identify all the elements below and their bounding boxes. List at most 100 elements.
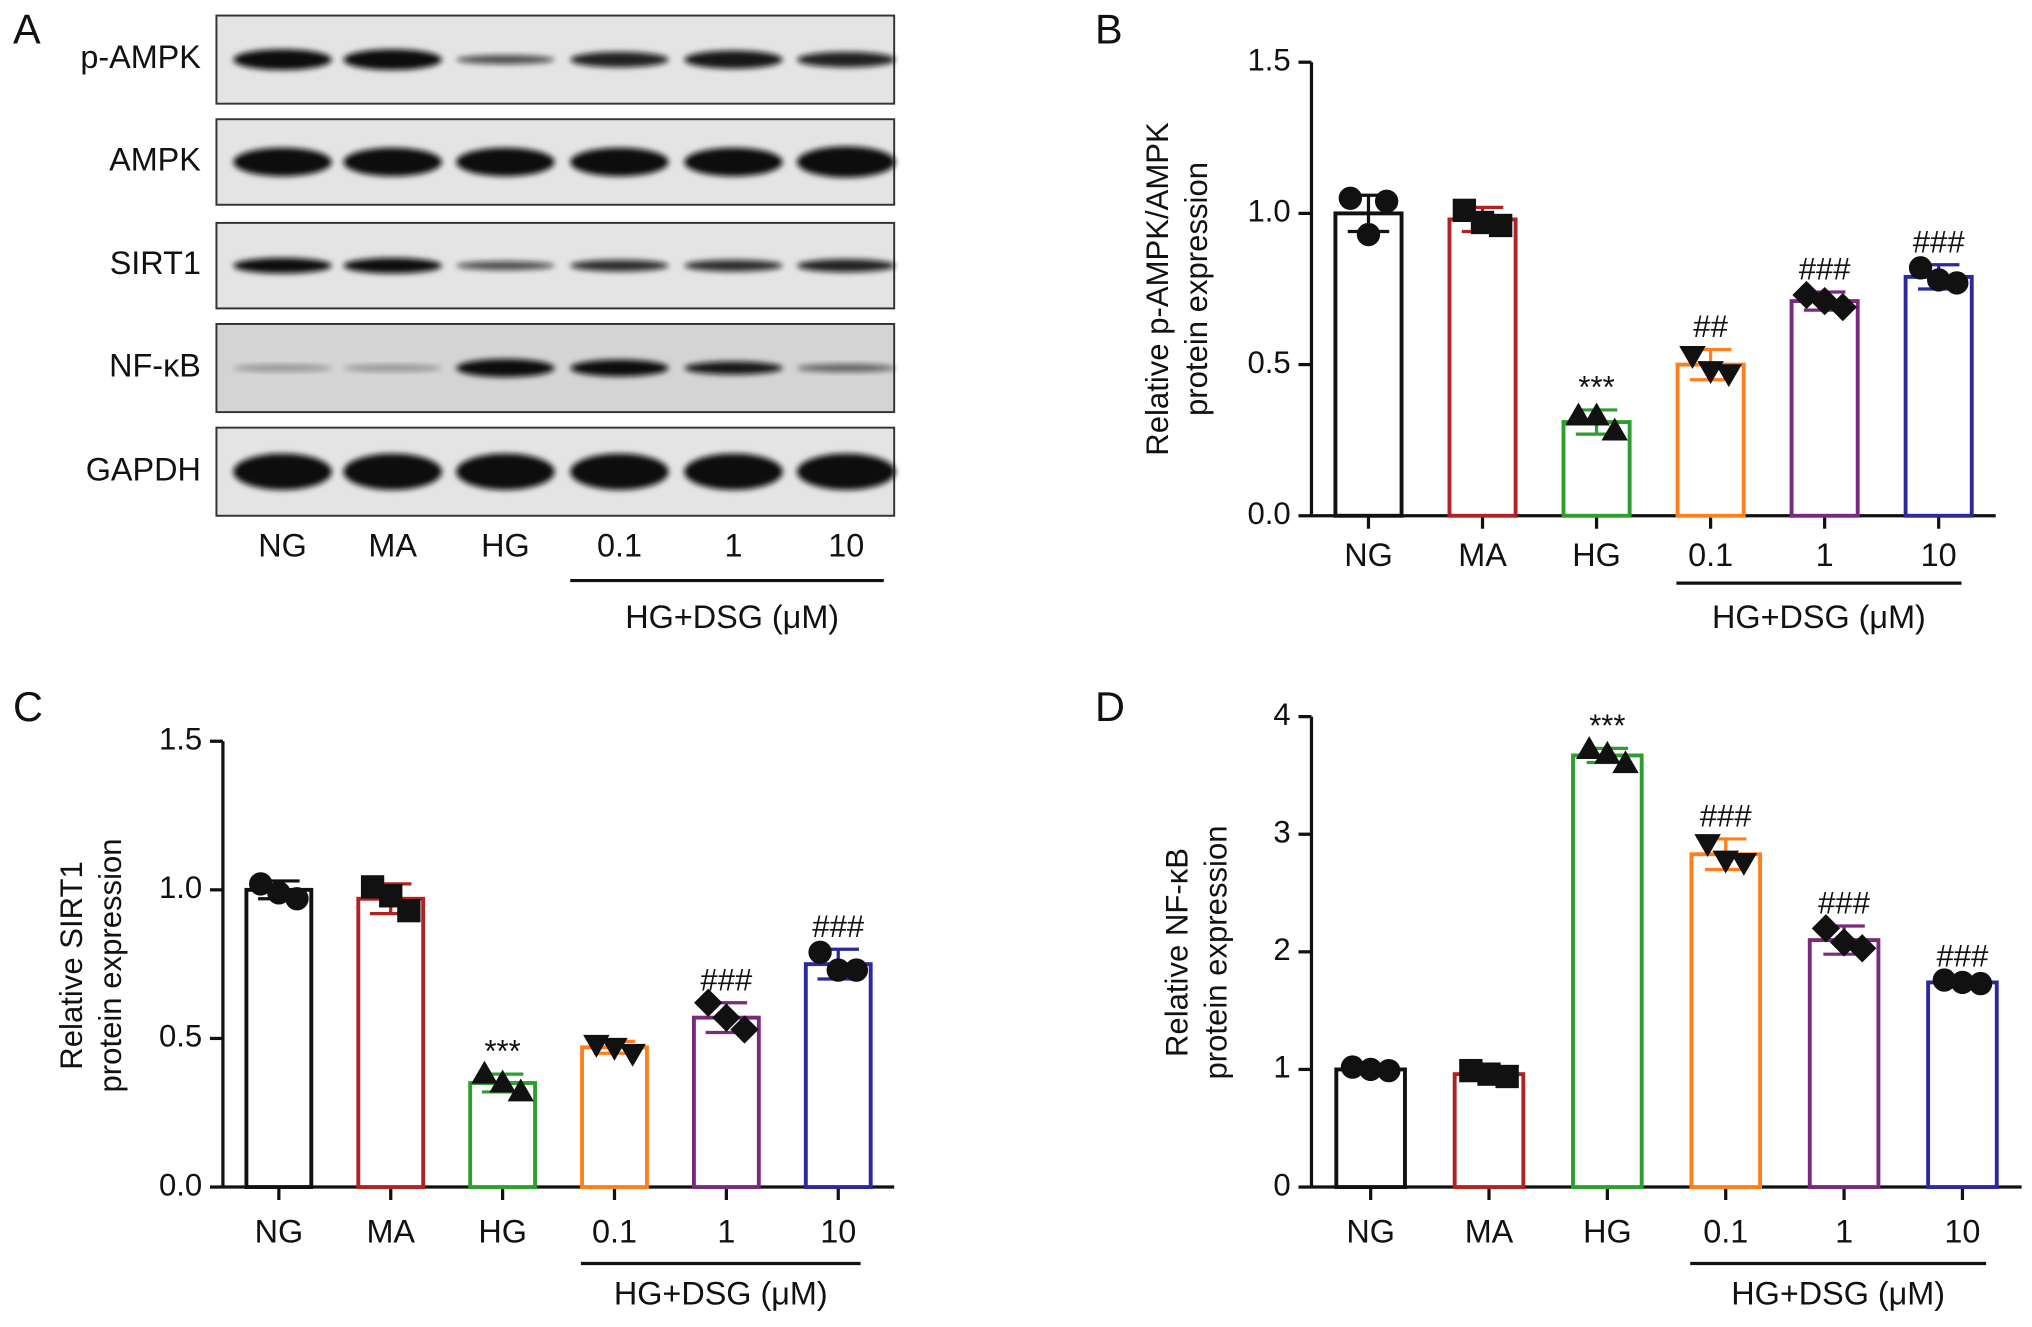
significance-label: *** bbox=[1578, 369, 1614, 404]
y-tick-label: 1.0 bbox=[1247, 194, 1290, 229]
bar bbox=[1675, 362, 1746, 518]
data-point bbox=[397, 898, 421, 923]
panel-label: A bbox=[13, 5, 41, 52]
data-point bbox=[1575, 736, 1603, 760]
data-point bbox=[1697, 361, 1724, 385]
blot-band bbox=[343, 147, 442, 177]
blot-band bbox=[343, 453, 442, 490]
x-tick-label: 10 bbox=[820, 1213, 856, 1249]
bar bbox=[691, 1015, 761, 1189]
y-tick-label: 1.0 bbox=[159, 870, 202, 905]
lane-label: NG bbox=[258, 528, 307, 564]
data-point bbox=[844, 958, 869, 982]
data-point bbox=[1583, 402, 1610, 426]
group-label: HG+DSG (μM) bbox=[1712, 599, 1926, 635]
x-tick-label: NG bbox=[255, 1213, 304, 1249]
y-axis-label: Relative p-AMPK/AMPK bbox=[1140, 122, 1175, 456]
data-point bbox=[1694, 834, 1721, 858]
significance-label: ### bbox=[1936, 938, 1989, 973]
blot-band bbox=[684, 453, 783, 490]
data-point bbox=[1495, 1064, 1519, 1089]
y-tick-label: 0.0 bbox=[1247, 496, 1290, 531]
blot-band bbox=[233, 364, 332, 372]
y-tick-label: 4 bbox=[1273, 697, 1290, 732]
panel-label: D bbox=[1095, 683, 1125, 730]
data-point bbox=[1715, 364, 1742, 388]
data-point bbox=[730, 1015, 759, 1044]
blot-band bbox=[684, 259, 783, 272]
blot-band bbox=[343, 257, 442, 274]
bar bbox=[1689, 852, 1762, 1189]
y-axis-label: protein expression bbox=[1179, 162, 1214, 416]
y-tick-label: 0 bbox=[1273, 1167, 1290, 1202]
blot-band bbox=[796, 364, 896, 372]
blot-band bbox=[233, 49, 332, 70]
data-point bbox=[471, 1060, 498, 1084]
y-tick-label: 1 bbox=[1273, 1050, 1290, 1085]
x-tick-label: MA bbox=[1458, 537, 1507, 573]
blot-band bbox=[456, 358, 555, 378]
data-point bbox=[1712, 850, 1739, 874]
bar bbox=[1571, 753, 1644, 1189]
y-tick-label: 0.0 bbox=[159, 1167, 202, 1202]
data-point bbox=[1679, 346, 1706, 369]
x-tick-label: 1 bbox=[1835, 1213, 1853, 1249]
bar bbox=[1333, 211, 1404, 518]
data-point bbox=[1848, 934, 1877, 963]
data-point bbox=[489, 1069, 516, 1093]
bar bbox=[1807, 938, 1881, 1189]
x-tick-label: 10 bbox=[1921, 537, 1957, 573]
significance-label: ### bbox=[812, 909, 865, 944]
y-tick-label: 3 bbox=[1273, 814, 1290, 849]
panel-label: B bbox=[1095, 5, 1123, 52]
y-tick-label: 1.5 bbox=[159, 721, 202, 756]
data-point bbox=[712, 1003, 741, 1032]
lane-label: MA bbox=[368, 528, 417, 564]
data-point bbox=[583, 1034, 610, 1058]
data-point bbox=[285, 887, 309, 911]
x-tick-label: MA bbox=[366, 1213, 415, 1249]
blot-band bbox=[684, 50, 783, 69]
significance-label: ### bbox=[700, 962, 753, 997]
data-point bbox=[1612, 750, 1639, 774]
blot-band bbox=[456, 147, 555, 177]
blot-band bbox=[796, 453, 896, 490]
significance-label: ## bbox=[1693, 309, 1728, 344]
data-point bbox=[619, 1043, 646, 1067]
bar bbox=[1789, 299, 1860, 518]
lane-label: HG bbox=[481, 528, 530, 564]
y-axis-label: Relative NF-κB bbox=[1160, 848, 1195, 1057]
data-point bbox=[1730, 852, 1758, 876]
y-tick-label: 1.5 bbox=[1247, 42, 1290, 77]
blot-band bbox=[233, 147, 332, 177]
group-label: HG+DSG (μM) bbox=[614, 1275, 828, 1311]
y-axis-label: protein expression bbox=[1198, 825, 1233, 1079]
blot-band bbox=[233, 257, 332, 274]
blot-band bbox=[456, 55, 555, 65]
blot-row-label: NF-κB bbox=[109, 348, 201, 384]
blot-band bbox=[456, 453, 555, 490]
blot-band bbox=[570, 51, 669, 68]
data-point bbox=[1356, 222, 1381, 247]
group-label: HG+DSG (μM) bbox=[1731, 1275, 1945, 1311]
data-point bbox=[507, 1078, 534, 1102]
bar bbox=[580, 1045, 649, 1189]
blot-band bbox=[456, 261, 555, 271]
x-tick-label: 1 bbox=[1816, 537, 1834, 573]
data-point bbox=[1811, 914, 1841, 943]
data-point bbox=[1338, 186, 1363, 210]
x-tick-label: MA bbox=[1465, 1213, 1514, 1249]
blot-band bbox=[796, 51, 896, 68]
x-tick-label: NG bbox=[1344, 537, 1393, 573]
data-point bbox=[1908, 256, 1933, 280]
data-point bbox=[1565, 402, 1592, 426]
data-point bbox=[694, 988, 723, 1017]
bar bbox=[803, 962, 873, 1189]
x-tick-label: 0.1 bbox=[592, 1213, 637, 1249]
significance-label: ### bbox=[1799, 251, 1852, 286]
bar bbox=[1926, 980, 1999, 1189]
significance-label: ### bbox=[1818, 885, 1871, 920]
x-tick-label: 1 bbox=[717, 1213, 735, 1249]
blot-band bbox=[343, 364, 442, 372]
data-point bbox=[808, 940, 832, 964]
